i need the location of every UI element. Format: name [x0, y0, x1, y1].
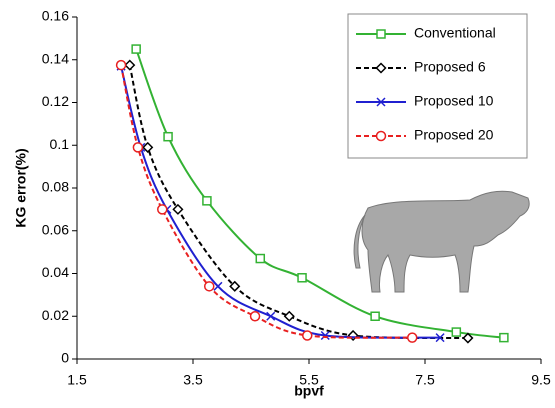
- x-axis-label: bpvf: [294, 383, 324, 399]
- marker: [283, 310, 295, 322]
- marker: [202, 196, 212, 206]
- y-tick-label: 0.02: [42, 307, 69, 323]
- y-tick-label: 0.08: [42, 179, 69, 195]
- x-tick-label: 5.5: [299, 372, 319, 388]
- marker: [124, 59, 136, 71]
- marker: [213, 281, 223, 291]
- marker: [297, 273, 307, 283]
- legend-label: Proposed 20: [414, 127, 494, 143]
- marker: [142, 141, 154, 153]
- marker: [499, 332, 509, 343]
- marker: [375, 62, 387, 74]
- marker: [302, 330, 313, 341]
- marker: [255, 253, 266, 264]
- y-tick-label: 0.16: [42, 8, 69, 24]
- marker: [203, 281, 215, 292]
- y-tick-label: 0: [61, 350, 69, 366]
- cow-image: [353, 190, 530, 293]
- legend-label: Proposed 6: [414, 59, 486, 75]
- marker: [462, 332, 474, 344]
- y-tick-label: 0.12: [42, 93, 69, 109]
- marker: [370, 311, 380, 321]
- x-tick-label: 7.5: [415, 372, 435, 388]
- marker: [435, 333, 445, 343]
- legend-label: Conventional: [414, 25, 496, 41]
- marker: [375, 130, 387, 142]
- legend-label: Proposed 10: [414, 93, 494, 109]
- marker: [115, 59, 127, 71]
- marker: [163, 131, 173, 142]
- y-axis-label: KG error(%): [13, 148, 29, 227]
- y-tick-label: 0.14: [42, 50, 69, 66]
- y-tick-label: 0.1: [50, 136, 70, 152]
- y-tick-label: 0.06: [42, 221, 69, 237]
- marker: [376, 97, 386, 107]
- marker: [266, 311, 276, 321]
- marker: [172, 203, 184, 215]
- y-tick-label: 0.04: [42, 264, 69, 280]
- x-tick-label: 9.5: [531, 372, 551, 388]
- marker: [131, 44, 141, 54]
- marker: [406, 332, 418, 343]
- marker: [229, 280, 241, 292]
- x-tick-label: 1.5: [67, 372, 87, 388]
- marker: [451, 327, 462, 337]
- marker: [320, 330, 330, 341]
- marker: [132, 142, 144, 153]
- marker: [249, 311, 261, 322]
- marker: [376, 29, 386, 39]
- x-tick-label: 3.5: [183, 372, 203, 388]
- marker: [157, 204, 168, 215]
